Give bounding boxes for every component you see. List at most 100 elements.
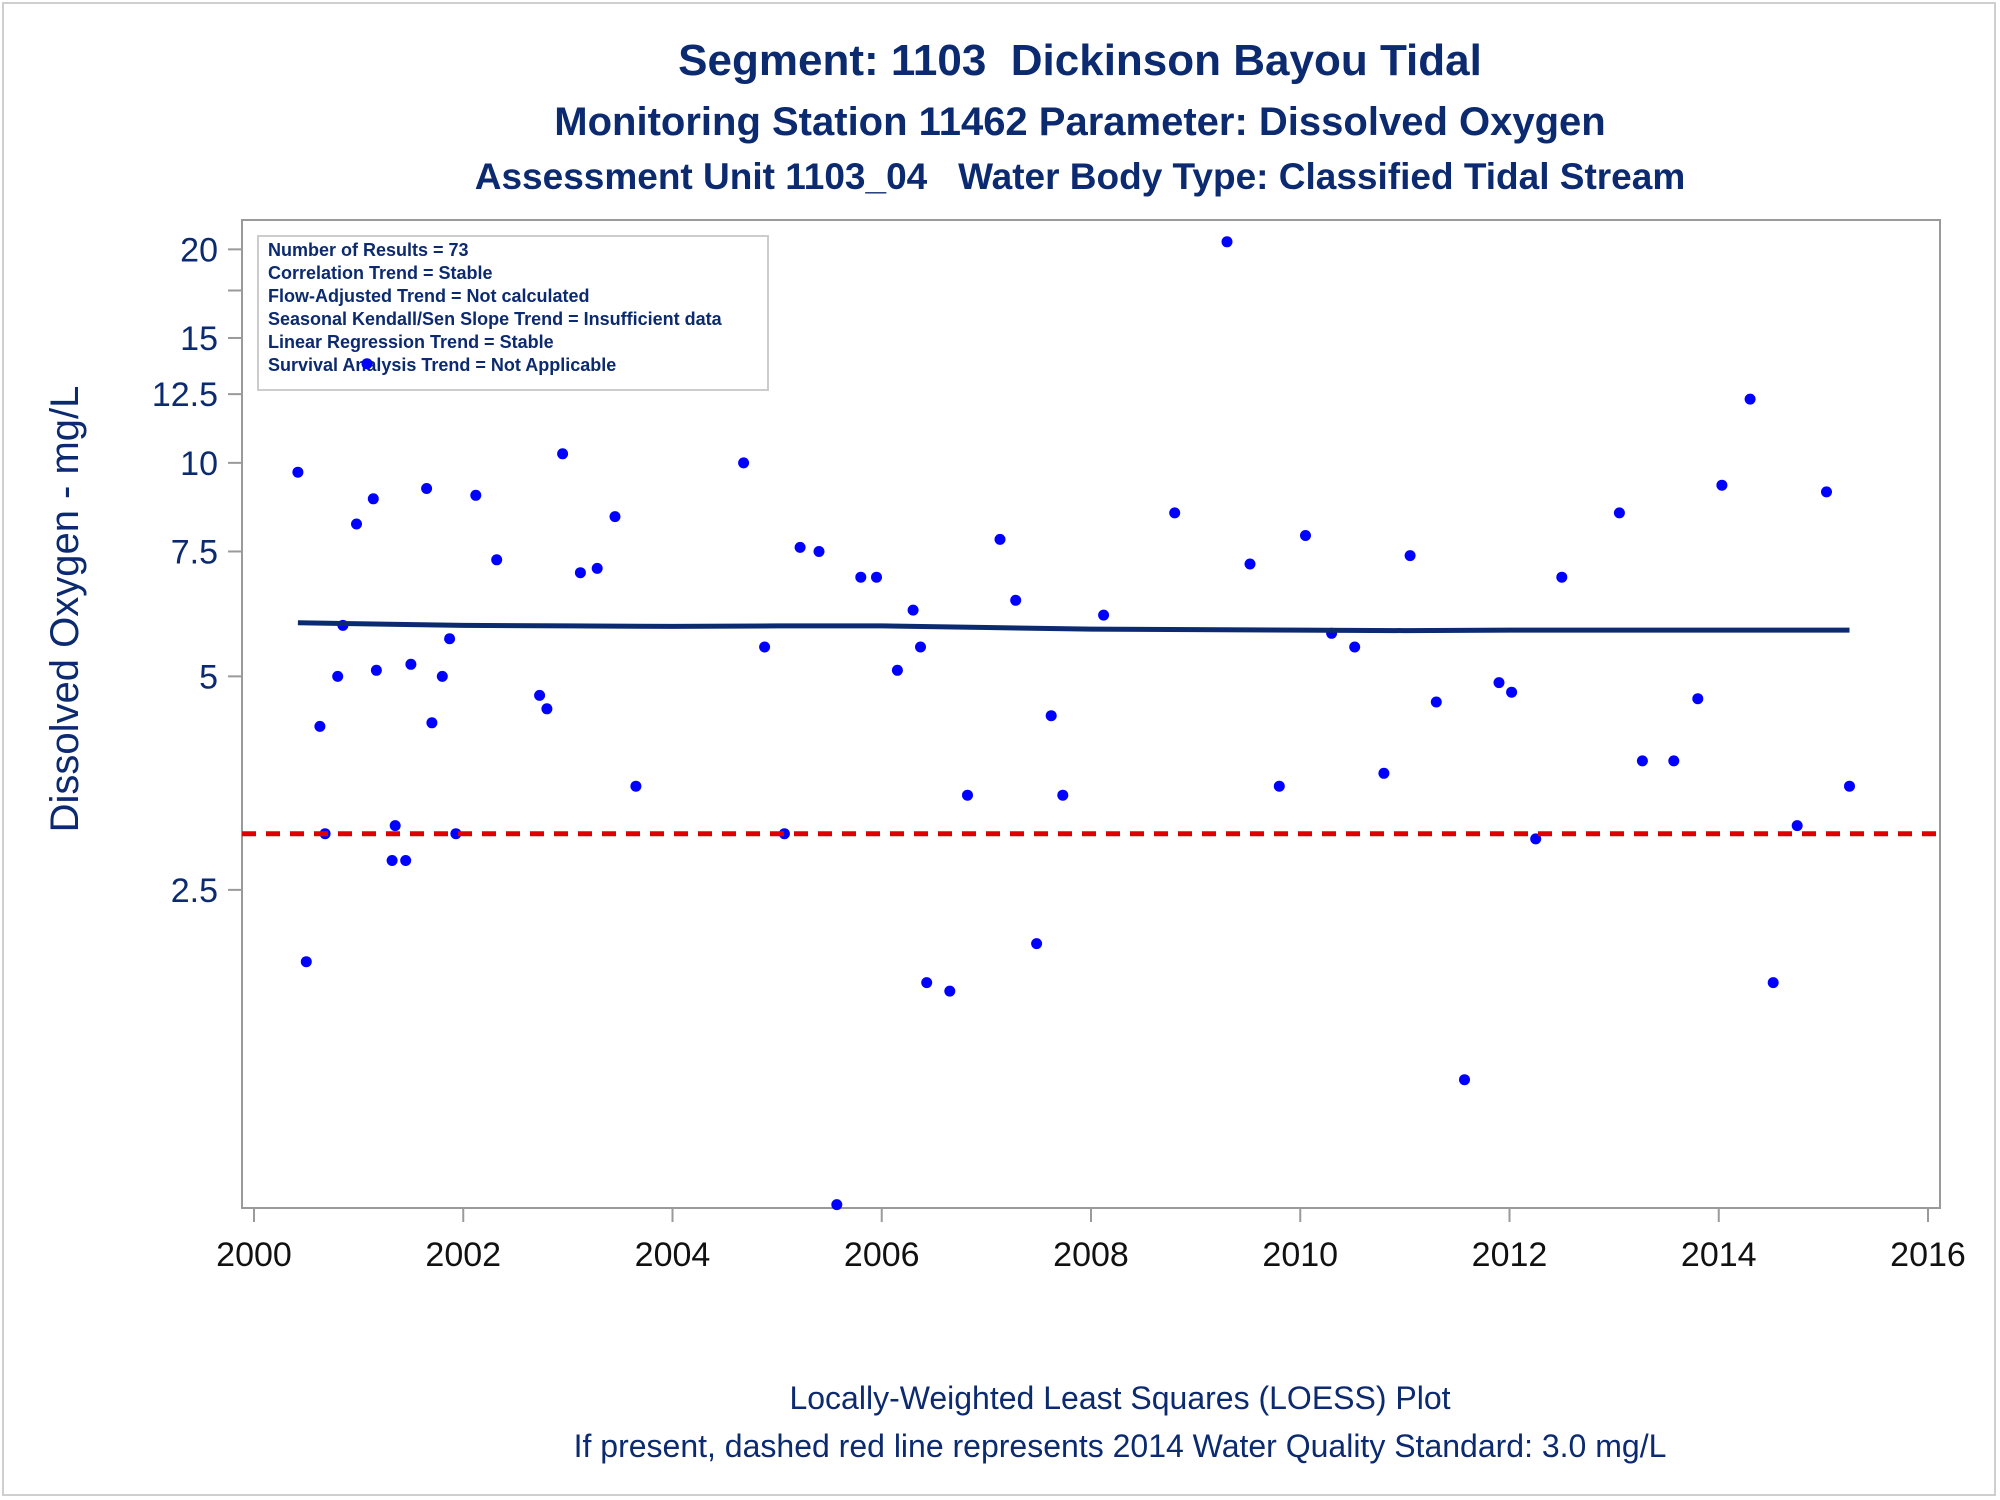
data-point [1767,977,1779,989]
data-point [1057,789,1069,801]
data-point [444,633,456,645]
series-layer [242,236,1940,1211]
data-point [1349,641,1361,653]
data-point [1273,780,1285,792]
data-point [1404,550,1416,562]
data-point [738,457,750,469]
data-point [1668,755,1680,767]
data-point [591,562,603,574]
x-tick-label: 2000 [216,1236,292,1274]
data-point [1221,236,1233,248]
data-point [557,448,569,460]
data-point [1045,710,1057,722]
data-point [314,720,326,732]
data-point [332,670,344,682]
data-point [1169,507,1181,519]
data-point [534,689,546,701]
data-point [1744,393,1756,405]
data-point [436,670,448,682]
data-point [1244,558,1256,570]
data-point [855,571,867,583]
data-point [450,828,462,840]
chart-subtitle: Monitoring Station 11462 Parameter: Diss… [554,100,1606,144]
data-point [370,664,382,676]
y-tick-label: 12.5 [152,376,218,414]
stats-box-border [257,235,769,391]
data-point [1378,767,1390,779]
data-point [891,664,903,676]
chart-title: Segment: 1103 Dickinson Bayou Tidal [678,36,1482,85]
data-point [1430,696,1442,708]
data-point [1010,594,1022,606]
data-point [962,789,973,801]
data-point [1791,820,1803,832]
loess-line [297,620,1850,634]
data-point [1493,677,1505,689]
data-point [994,533,1006,545]
data-point [1459,1074,1470,1086]
footer-line-2: If present, dashed red line represents 2… [573,1428,1667,1464]
data-point [778,828,790,840]
x-tick-label: 2002 [425,1236,501,1274]
y-tick-label: 2.5 [171,872,218,910]
data-point [1031,938,1043,950]
stats-line: Linear Regression Trend = Stable [268,332,554,352]
stats-line: Flow-Adjusted Trend = Not calculated [268,286,590,306]
y-tick-label: 5 [199,658,218,696]
data-point [491,554,503,566]
data-point [907,604,919,616]
data-point [1613,507,1625,519]
y-tick-label: 10 [180,445,218,483]
data-point [1636,755,1648,767]
data-point [1844,780,1855,792]
data-point [400,855,412,866]
data-point [1692,693,1704,705]
y-axis-label: Dissolved Oxygen - mg/L [43,386,87,833]
footer-line-1: Locally-Weighted Least Squares (LOESS) P… [789,1380,1451,1416]
data-point [470,489,482,501]
y-tick-label: 20 [180,231,218,269]
data-point [367,493,379,505]
data-point [1098,609,1110,621]
data-point [389,820,401,832]
stats-line: Seasonal Kendall/Sen Slope Trend = Insuf… [268,309,723,329]
stats-box: Number of Results = 73 Correlation Trend … [257,235,769,391]
chart-subtitle-2: Assessment Unit 1103_04 Water Body Type:… [474,156,1686,197]
y-tick-label: 7.5 [171,533,218,571]
data-point [794,541,806,553]
data-point [1506,686,1518,698]
stats-line: Correlation Trend = Stable [268,263,493,283]
data-point [1556,571,1568,583]
data-point [421,483,433,494]
data-point [813,546,825,557]
data-point [541,703,553,715]
data-point [405,658,417,670]
stats-line: Survival Analysis Trend = Not Applicable [268,355,616,375]
data-point [574,567,586,579]
data-point [351,518,362,530]
data-point [292,466,304,478]
data-point [831,1199,843,1211]
stats-line: Number of Results = 73 [268,240,469,260]
data-point [1821,486,1832,498]
x-axis: 2000 2002 2004 2006 2008 2010 2012 2014 2016 [216,1208,1966,1274]
data-point [1300,530,1311,541]
x-tick-label: 2004 [635,1236,711,1274]
data-point [609,511,621,523]
data-point [915,641,926,653]
x-tick-label: 2012 [1472,1236,1548,1274]
data-point [1716,479,1728,491]
y-axis: 2.5 5 7.5 10 12.5 15 20 [152,231,242,910]
data-point [921,977,933,989]
data-point [361,358,373,370]
data-point [759,641,771,653]
x-tick-label: 2014 [1681,1236,1757,1274]
x-tick-label: 2008 [1053,1236,1129,1274]
data-point [630,780,642,792]
y-tick-label: 15 [180,320,218,358]
data-point [871,571,882,583]
data-point [300,956,312,968]
data-point [944,985,956,997]
